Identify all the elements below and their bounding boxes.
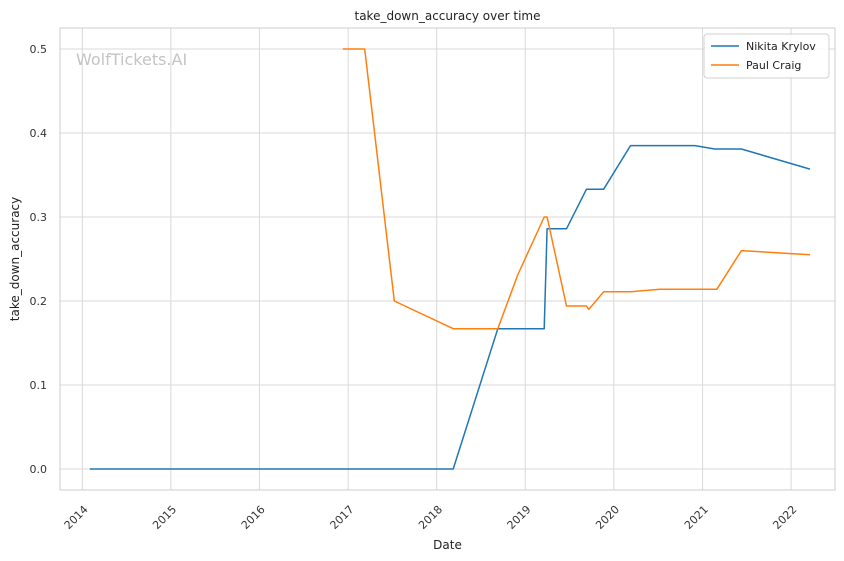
chart-title: take_down_accuracy over time	[355, 9, 541, 23]
legend-label-paul-craig: Paul Craig	[746, 59, 801, 72]
y-tick-label: 0.1	[30, 379, 48, 392]
grid	[60, 28, 835, 490]
plot-frame	[59, 27, 836, 491]
y-tick-label: 0.3	[30, 211, 48, 224]
watermark-text: WolfTickets.AI	[76, 50, 187, 69]
y-tick-label: 0.5	[30, 43, 48, 56]
y-axis-title: take_down_accuracy	[8, 197, 22, 321]
x-axis-title: Date	[433, 538, 462, 552]
y-tick-label: 0.2	[30, 295, 48, 308]
series	[89, 48, 811, 470]
legend-box	[703, 33, 830, 79]
y-tick-label: 0.0	[30, 463, 48, 476]
y-tick-label: 0.4	[30, 127, 48, 140]
legend-label-nikita-krylov: Nikita Krylov	[746, 40, 816, 53]
series-line-paul-craig	[342, 48, 811, 330]
legend: Nikita Krylov Paul Craig	[703, 33, 830, 79]
